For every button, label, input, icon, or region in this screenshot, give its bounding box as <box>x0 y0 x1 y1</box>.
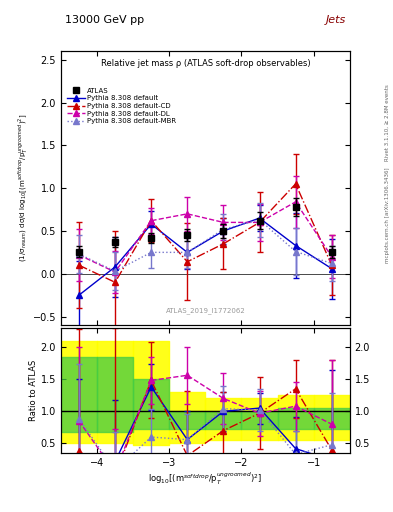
X-axis label: log$_{10}$[(m$^{soft drop}$/p$_T^{ungroomed}$$)^2$]: log$_{10}$[(m$^{soft drop}$/p$_T^{ungroo… <box>148 471 263 487</box>
Y-axis label: (1/σ$_{resum}$) dσ/d log$_{10}$[(m$^{soft drop}$/p$_T^{ungroomed}$)$^2$]: (1/σ$_{resum}$) dσ/d log$_{10}$[(m$^{sof… <box>17 114 30 262</box>
Text: 13000 GeV pp: 13000 GeV pp <box>65 15 144 26</box>
Text: Relative jet mass ρ (ATLAS soft-drop observables): Relative jet mass ρ (ATLAS soft-drop obs… <box>101 59 310 69</box>
Y-axis label: Ratio to ATLAS: Ratio to ATLAS <box>29 360 38 421</box>
Text: mcplots.cern.ch [arXiv:1306.3436]: mcplots.cern.ch [arXiv:1306.3436] <box>385 167 389 263</box>
Text: ATLAS_2019_I1772062: ATLAS_2019_I1772062 <box>165 307 245 314</box>
Text: Rivet 3.1.10, ≥ 2.8M events: Rivet 3.1.10, ≥ 2.8M events <box>385 84 389 161</box>
Legend: ATLAS, Pythia 8.308 default, Pythia 8.308 default-CD, Pythia 8.308 default-DL, P: ATLAS, Pythia 8.308 default, Pythia 8.30… <box>67 88 176 124</box>
Text: Jets: Jets <box>325 15 346 26</box>
